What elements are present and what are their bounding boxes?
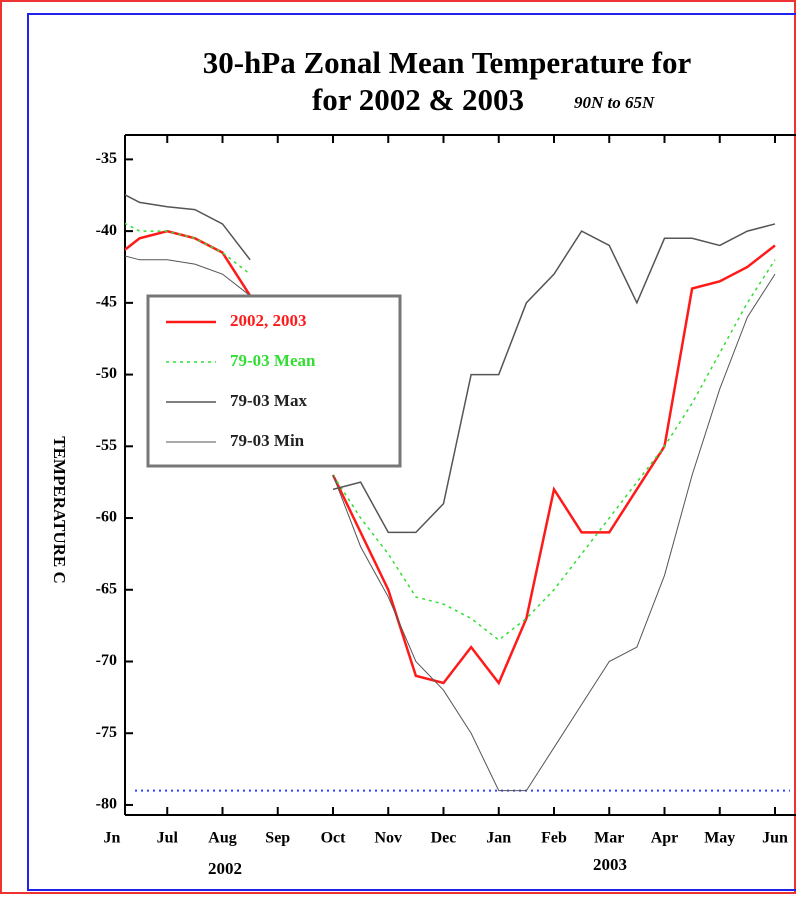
year-label: 2003	[593, 855, 627, 874]
y-tick-label: -50	[96, 365, 117, 382]
x-tick-label: Feb	[541, 830, 567, 847]
y-tick-label: -60	[96, 509, 117, 526]
chart-title: 30-hPa Zonal Mean Temperature for	[203, 45, 692, 80]
inner-frame	[27, 13, 796, 891]
year-label: 2002	[208, 859, 242, 878]
x-tick-label: Aug	[208, 830, 236, 847]
y-tick-label: -35	[96, 150, 117, 167]
series-line	[125, 222, 776, 641]
chart-subtitle: for 2002 & 2003	[312, 82, 524, 117]
legend-label: 79-03 Max	[230, 391, 307, 410]
legend-label: 79-03 Min	[230, 431, 305, 450]
y-tick-label: -45	[96, 294, 117, 311]
x-tick-label: Mar	[594, 830, 624, 847]
y-tick-label: -40	[96, 222, 117, 239]
y-tick-label: -70	[96, 652, 117, 669]
x-tick-label: Dec	[431, 830, 457, 847]
x-tick-label: Jan	[486, 830, 511, 847]
x-tick-label: Jun	[762, 830, 788, 847]
region-label: 90N to 65N	[574, 93, 655, 112]
y-tick-label: -80	[96, 796, 117, 813]
y-tick-label: -65	[96, 580, 117, 597]
x-tick-label: Oct	[321, 830, 347, 847]
series-line	[125, 255, 776, 792]
x-tick-label: Nov	[374, 830, 402, 847]
series-line	[125, 229, 776, 686]
y-tick-label: -75	[96, 724, 117, 741]
y-tick-label: -55	[96, 437, 117, 454]
x-tick-label: Jn	[104, 830, 121, 847]
x-tick-label: Apr	[651, 830, 679, 847]
legend-label: 2002, 2003	[230, 311, 307, 330]
x-tick-label: May	[704, 830, 735, 847]
x-tick-label: Jul	[157, 830, 179, 847]
legend-label: 79-03 Mean	[230, 351, 316, 370]
x-tick-label: Sep	[265, 830, 290, 847]
legend-box	[146, 294, 402, 468]
y-axis-label: TEMPERATURE C	[50, 436, 69, 584]
series-line	[125, 193, 776, 534]
